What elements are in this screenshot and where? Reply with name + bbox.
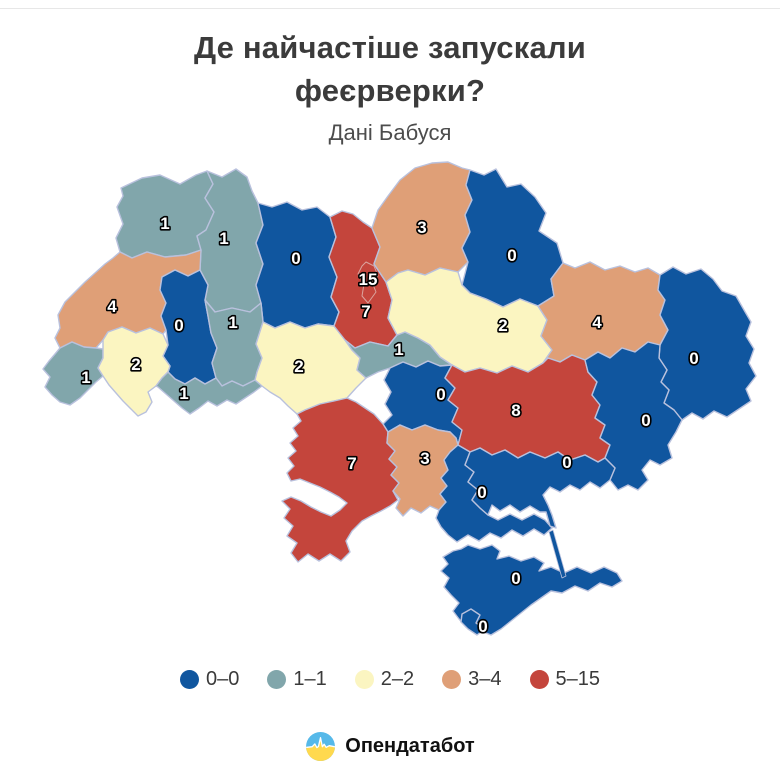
region-ivano-frankivsk-value: 2 (131, 355, 140, 374)
region-luhansk (657, 266, 757, 421)
region-ternopil-value: 0 (174, 316, 183, 335)
region-zaporizhzhia (464, 447, 616, 529)
region-odesa (281, 397, 400, 563)
legend-dot-3 (442, 670, 462, 689)
legend-label-3: 3–4 (468, 668, 502, 690)
opendatabot-logo-text: Опендатабот (345, 735, 475, 757)
region-zhytomyr-value: 0 (291, 249, 300, 268)
region-cherkasy-value: 1 (394, 340, 403, 359)
region-crimea-value: 0 (511, 569, 520, 588)
region-kharkiv-value: 4 (592, 313, 602, 332)
region-kyiv-oblast-value: 7 (361, 302, 370, 321)
legend-item-3: 3–4 (442, 668, 502, 691)
region-sumy (461, 168, 564, 308)
region-chernihiv-value: 3 (417, 218, 426, 237)
region-sevastopol (460, 608, 486, 636)
region-dnipropetrovsk-value: 8 (511, 401, 520, 420)
region-kyiv-city (357, 261, 379, 304)
page-title-line1: Де найчастіше запускали (193, 30, 587, 65)
region-zaporizhzhia-value: 0 (562, 453, 571, 472)
map-legend: 0–0 1–1 2–2 3–4 5–15 (0, 668, 780, 691)
legend-dot-0 (180, 670, 199, 689)
region-donetsk-value: 0 (641, 411, 650, 430)
arabat-spit (548, 529, 567, 579)
region-kyiv-city-value: 15 (359, 270, 378, 289)
page-subtitle: Дані Бабуся (328, 120, 452, 145)
legend-label-1: 1–1 (293, 668, 327, 690)
region-kherson-value: 0 (477, 483, 486, 502)
region-crimea (440, 544, 623, 636)
region-sevastopol-value: 0 (478, 617, 487, 636)
opendatabot-logo-icon (306, 732, 336, 761)
region-sumy-value: 0 (507, 246, 516, 265)
legend-item-2: 2–2 (354, 668, 415, 691)
legend-label-4: 5–15 (555, 668, 601, 690)
region-ivano-frankivsk (97, 326, 171, 417)
footer-logo: Опендатабот (0, 731, 780, 762)
region-volyn-value: 1 (160, 214, 169, 233)
legend-dot-2 (354, 670, 374, 689)
region-lviv-value: 4 (107, 297, 117, 316)
top-divider (0, 8, 780, 9)
region-vinnytsia-value: 2 (294, 357, 303, 376)
legend-label-0: 0–0 (206, 668, 240, 690)
region-poltava-value: 2 (498, 316, 507, 335)
region-kirovohrad-value: 0 (436, 385, 445, 404)
region-khmelnytskyi-value: 1 (228, 313, 237, 332)
legend-dot-1 (267, 670, 287, 689)
region-chernivtsi-value: 1 (179, 384, 188, 403)
region-odesa-value: 7 (347, 454, 356, 473)
legend-item-1: 1–1 (267, 668, 327, 691)
region-luhansk-value: 0 (689, 349, 698, 368)
region-donetsk (584, 341, 683, 491)
legend-item-4: 5–15 (529, 668, 601, 691)
header: Де найчастіше запускали феєрверки? Дані … (0, 26, 780, 147)
legend-dot-4 (529, 670, 549, 689)
region-zakarpattia (42, 341, 104, 406)
region-mykolaiv-value: 3 (420, 449, 429, 468)
region-rivne-value: 1 (219, 229, 228, 248)
legend-item-0: 0–0 (180, 668, 239, 691)
legend-label-2: 2–2 (380, 668, 415, 690)
region-chernivtsi (155, 371, 263, 415)
region-zakarpattia-value: 1 (81, 368, 90, 387)
page-title-line2: феєрверки? (294, 73, 486, 108)
